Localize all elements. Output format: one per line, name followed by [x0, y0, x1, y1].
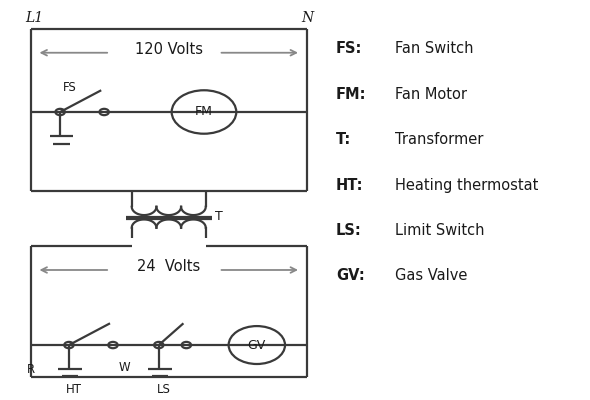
Text: GV: GV [248, 338, 266, 352]
Text: N: N [301, 11, 313, 25]
Text: Fan Motor: Fan Motor [395, 87, 467, 102]
Text: FM: FM [195, 106, 213, 118]
Text: Heating thermostat: Heating thermostat [395, 178, 538, 192]
Text: FS: FS [63, 81, 77, 94]
Text: 120 Volts: 120 Volts [135, 42, 203, 57]
Text: Transformer: Transformer [395, 132, 483, 147]
Text: FS:: FS: [336, 41, 362, 56]
Text: LS:: LS: [336, 223, 362, 238]
Text: T: T [215, 210, 222, 223]
Text: W: W [119, 361, 130, 374]
Text: L1: L1 [25, 11, 43, 25]
Text: 24  Volts: 24 Volts [137, 259, 201, 274]
Text: Limit Switch: Limit Switch [395, 223, 484, 238]
Text: HT:: HT: [336, 178, 363, 192]
Text: Gas Valve: Gas Valve [395, 268, 467, 284]
Text: R: R [27, 363, 35, 376]
Text: LS: LS [156, 382, 171, 396]
Text: GV:: GV: [336, 268, 365, 284]
Text: T:: T: [336, 132, 352, 147]
Text: HT: HT [65, 382, 81, 396]
Text: Fan Switch: Fan Switch [395, 41, 473, 56]
Text: FM:: FM: [336, 87, 366, 102]
